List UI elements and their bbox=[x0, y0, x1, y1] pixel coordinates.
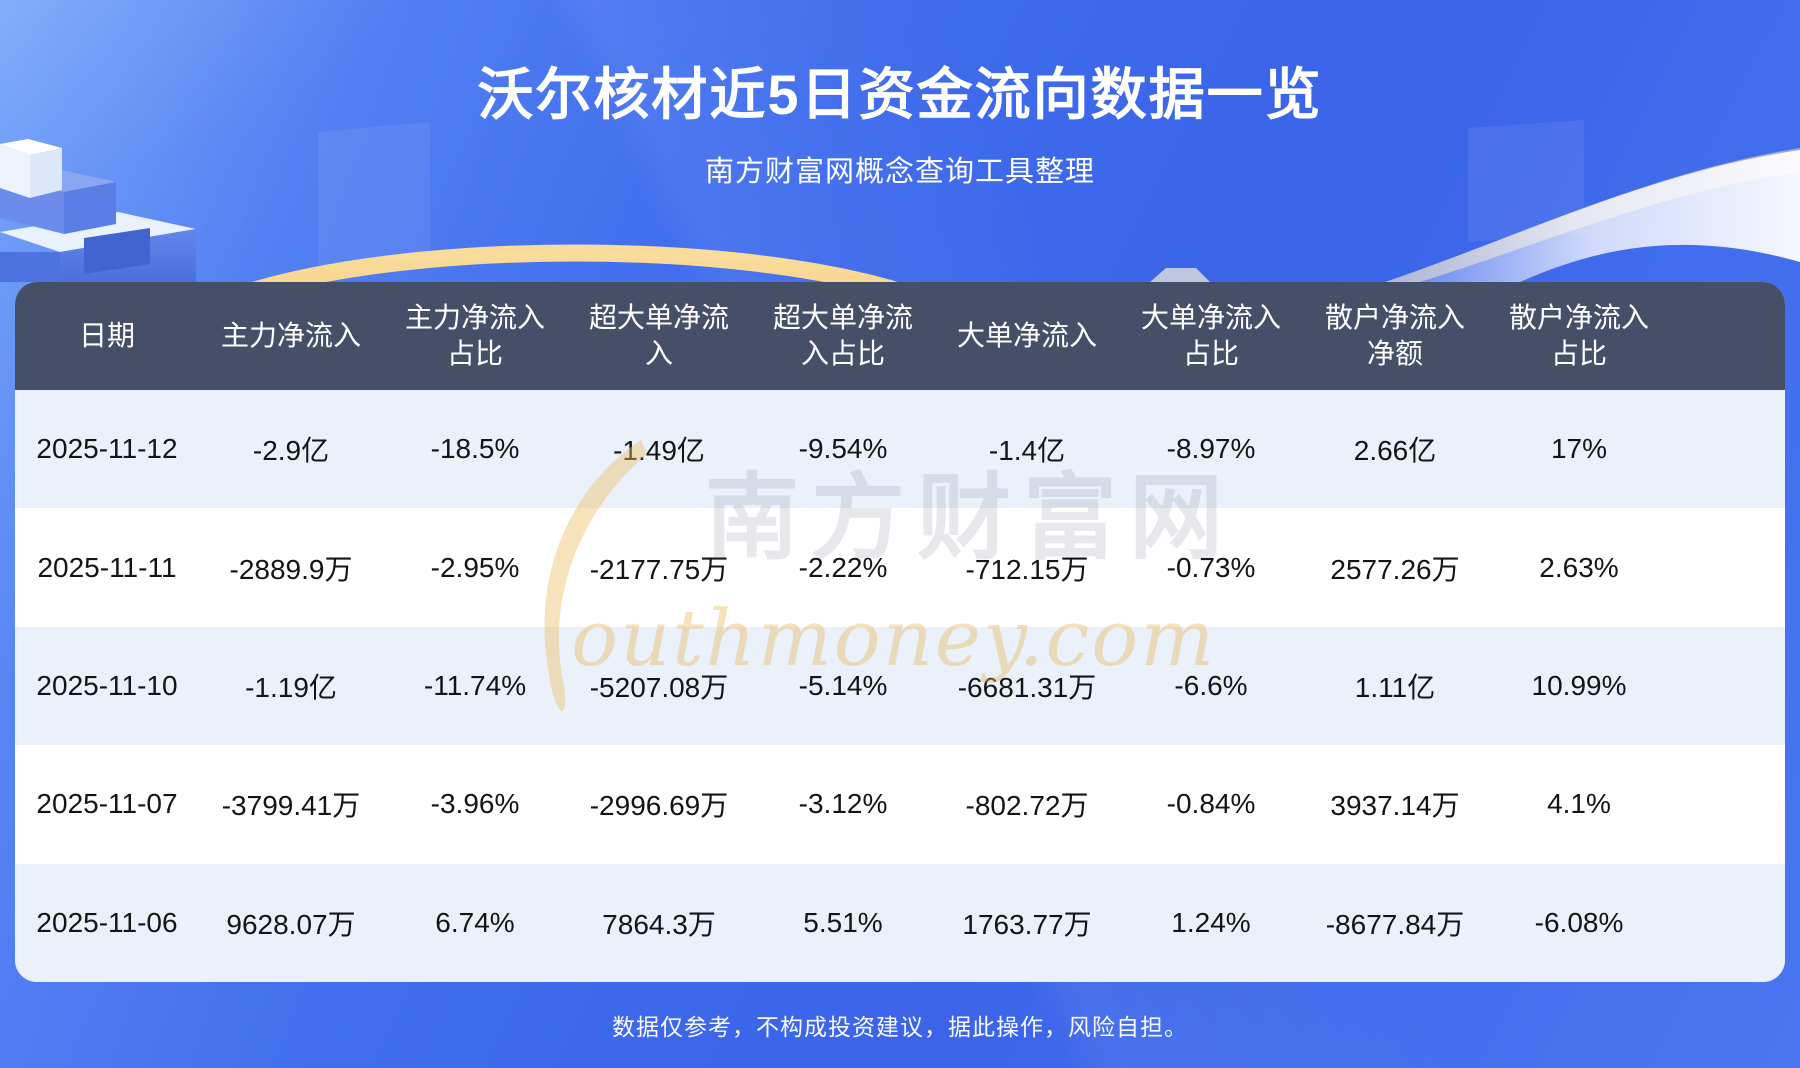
table-cell: -11.74% bbox=[423, 670, 527, 702]
table-cell: 2025-11-06 bbox=[36, 906, 178, 938]
header-cell: 超大单净流 入 bbox=[588, 301, 729, 369]
table-cell: -18.5% bbox=[430, 433, 520, 465]
table-cell: 2025-11-10 bbox=[36, 670, 178, 702]
header-cell: 日期 bbox=[78, 319, 135, 351]
table-cell: -9.54% bbox=[798, 433, 888, 465]
table-cell: -5.14% bbox=[798, 670, 888, 702]
disclaimer: 数据仅参考，不构成投资建议，据此操作，风险自担。 bbox=[612, 1014, 1188, 1040]
table-cell: 2.63% bbox=[1539, 551, 1619, 583]
table-cell: 1.11亿 bbox=[1354, 672, 1436, 704]
table-cell: -8.97% bbox=[1166, 433, 1256, 465]
header-cell: 主力净流入 bbox=[220, 319, 361, 351]
table-cell: 1763.77万 bbox=[962, 908, 1092, 940]
glass-panel-decoration bbox=[318, 120, 1584, 272]
table-cell: -3.96% bbox=[430, 788, 520, 820]
table-cell: -0.73% bbox=[1166, 551, 1256, 583]
table-cell: -2.9亿 bbox=[252, 435, 330, 467]
table-cell: 2577.26万 bbox=[1330, 553, 1460, 585]
table-cell: -2.22% bbox=[798, 551, 888, 583]
table-cell: -6.08% bbox=[1534, 906, 1624, 938]
table-cell: -2889.9万 bbox=[229, 553, 353, 585]
table-cell: -2.95% bbox=[430, 551, 520, 583]
table-cell: -1.49亿 bbox=[613, 435, 705, 467]
table-cell: 2025-11-07 bbox=[36, 788, 178, 820]
table-row: 2025-11-12 -2.9亿 -18.5% -1.49亿 -9.54% -1.4亿 -8… bbox=[15, 390, 1785, 509]
table-cell: -5207.08万 bbox=[589, 672, 729, 704]
table-cell: 17% bbox=[1550, 433, 1608, 465]
table-row: 2025-11-06 9628.07万 6.74% 7864.3万 5.51% 1763.… bbox=[15, 863, 1785, 982]
table-cell: 10.99% bbox=[1531, 670, 1627, 702]
page-title: 沃尔核材近5日资金流向数据一览 bbox=[477, 63, 1323, 126]
table-cell: -802.72万 bbox=[965, 790, 1089, 822]
table-cell: 1.24% bbox=[1171, 906, 1251, 938]
table-cell: 4.1% bbox=[1547, 788, 1611, 820]
table-cell: 6.74% bbox=[435, 906, 515, 938]
table-cell: -2177.75万 bbox=[589, 553, 729, 585]
fund-flow-table: 日期 主力净流入 主力净流入 占比 超大单净流 入超大单净流 入占比 大单净流入 大单净流… bbox=[15, 282, 1785, 982]
table-cell: -6.6% bbox=[1174, 670, 1248, 702]
table-row: 2025-11-10 -1.19亿 -11.74% -5207.08万 -5.14% -6… bbox=[15, 626, 1785, 746]
table-cell: 7864.3万 bbox=[602, 908, 716, 940]
header-cell: 主力净流入 占比 bbox=[404, 301, 545, 369]
table-cell: -3.12% bbox=[798, 788, 888, 820]
table-cell: -8677.84万 bbox=[1325, 908, 1465, 940]
table-row: 2025-11-07 -3799.41万 -3.96% -2996.69万 -3.12%… bbox=[15, 745, 1785, 864]
table-header-row: 日期 主力净流入 主力净流入 占比 超大单净流 入超大单净流 入占比 大单净流入 大单净流… bbox=[15, 282, 1785, 390]
header-cell: 散户净流入 净额 bbox=[1324, 301, 1465, 369]
table-cell: 2.66亿 bbox=[1353, 435, 1437, 467]
table-cell: 3937.14万 bbox=[1330, 790, 1460, 822]
table-cell: 9628.07万 bbox=[226, 908, 356, 940]
page-subtitle: 南方财富网概念查询工具整理 bbox=[704, 156, 1095, 188]
table-cell: 5.51% bbox=[803, 906, 883, 938]
header-cell: 大单净流入 bbox=[956, 319, 1097, 351]
header-cell: 散户净流入 占比 bbox=[1508, 301, 1649, 369]
header-cell: 大单净流入 占比 bbox=[1140, 301, 1281, 369]
table-cell: -2996.69万 bbox=[589, 790, 729, 822]
table-body: 2025-11-12 -2.9亿 -18.5% -1.49亿 -9.54% -1.4亿 -8… bbox=[15, 390, 1785, 982]
table-cell: -3799.41万 bbox=[221, 790, 361, 822]
table-cell: -1.19亿 bbox=[245, 672, 337, 704]
table-cell: 2025-11-11 bbox=[37, 551, 177, 583]
table-row: 2025-11-11 -2889.9万 -2.95% -2177.75万 -2.22% -… bbox=[15, 508, 1785, 627]
table-cell: -0.84% bbox=[1166, 788, 1256, 820]
table-cell: -6681.31万 bbox=[957, 672, 1097, 704]
table-cell: -712.15万 bbox=[965, 553, 1089, 585]
header-cell: 超大单净流 入占比 bbox=[772, 301, 913, 369]
table-cell: -1.4亿 bbox=[988, 435, 1066, 467]
wedge-decoration bbox=[1150, 268, 1210, 282]
table-cell: 2025-11-12 bbox=[36, 433, 178, 465]
